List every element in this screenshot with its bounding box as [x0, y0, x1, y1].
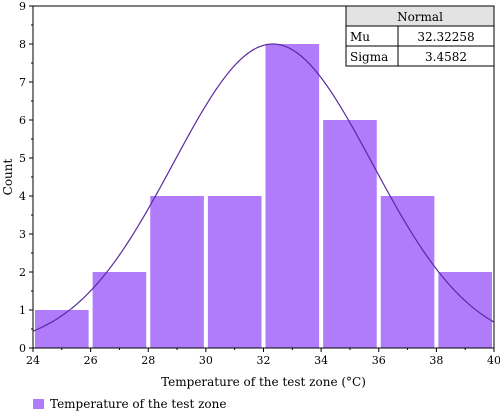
- x-tick-label: 36: [372, 354, 386, 367]
- bar-36-38: [380, 196, 435, 348]
- normal-fit-curve: [32, 43, 495, 332]
- x-axis-title: Temperature of the test zone (°C): [161, 375, 366, 389]
- y-tick-label: 8: [19, 38, 26, 51]
- y-tick-label: 7: [19, 76, 26, 89]
- x-tick-label: 32: [257, 354, 271, 367]
- bar-30-32: [207, 196, 262, 348]
- x-tick-label: 26: [84, 354, 98, 367]
- x-tick-label: 24: [26, 354, 40, 367]
- x-tick-label: 28: [141, 354, 155, 367]
- y-tick-label: 5: [19, 152, 26, 165]
- x-tick-label: 38: [429, 354, 443, 367]
- bars-group: [35, 44, 492, 348]
- bar-38-40: [438, 272, 492, 348]
- fit-mu-label: Mu: [350, 30, 370, 44]
- fit-table-frame: [345, 5, 495, 67]
- y-tick-label: 9: [19, 0, 26, 13]
- y-axis-title: Count: [1, 158, 15, 195]
- legend: Temperature of the test zone: [33, 397, 226, 411]
- y-tick-label: 1: [19, 304, 26, 317]
- bar-34-36: [323, 120, 377, 348]
- y-tick-label: 4: [19, 190, 26, 203]
- x-tick-label: 30: [199, 354, 213, 367]
- x-tick-label: 40: [487, 354, 500, 367]
- fit-mu-value: 32.32258: [417, 30, 474, 44]
- y-tick-label: 3: [19, 228, 26, 241]
- y-tick-label: 0: [19, 342, 26, 355]
- bar-28-30: [150, 196, 204, 348]
- fit-table-title-background: [346, 6, 494, 26]
- bar-32-34: [265, 44, 320, 348]
- bar-26-28: [92, 272, 147, 348]
- y-tick-label: 2: [19, 266, 26, 279]
- x-tick-label: 34: [314, 354, 328, 367]
- y-tick-label: 6: [19, 114, 26, 127]
- legend-label: Temperature of the test zone: [50, 397, 226, 411]
- fit-parameters-table: Normal Mu 32.32258 Sigma 3.4582: [345, 5, 495, 67]
- legend-swatch: [33, 399, 44, 409]
- fit-sigma-value: 3.4582: [425, 50, 467, 64]
- fit-table-title: Normal: [397, 10, 443, 24]
- fit-sigma-label: Sigma: [350, 50, 388, 64]
